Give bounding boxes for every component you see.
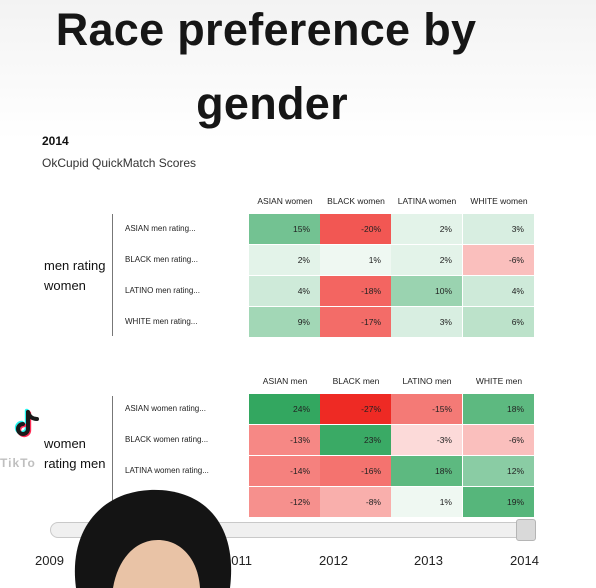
heatmap-cell: -16% xyxy=(320,456,391,486)
headline-line-1: Race preference by xyxy=(55,4,477,55)
chart-subtitle: OkCupid QuickMatch Scores xyxy=(42,156,197,170)
heatmap-cell: 2% xyxy=(391,214,462,244)
heatmap-cell: -12% xyxy=(249,487,320,517)
presenter-head-icon xyxy=(74,489,232,588)
tiktok-logo-icon xyxy=(14,408,39,438)
slider-year-2012[interactable]: 2012 xyxy=(319,553,348,568)
slider-year-2009[interactable]: 2009 xyxy=(35,553,64,568)
heatmap-cell: 3% xyxy=(463,214,534,244)
heatmap-cell: -6% xyxy=(463,425,534,455)
column-header: WHITE women xyxy=(470,196,528,206)
heatmap-cell: -27% xyxy=(320,394,391,424)
heatmap-cell: 3% xyxy=(391,307,462,337)
row-label: ASIAN men rating... xyxy=(125,224,196,233)
group-label: women xyxy=(44,436,86,451)
heatmap-cell: 2% xyxy=(249,245,320,275)
heatmap-cell: 10% xyxy=(391,276,462,306)
heatmap-cell: 24% xyxy=(249,394,320,424)
group-label: rating men xyxy=(44,456,106,471)
row-bracket xyxy=(112,396,113,518)
heatmap-cell: 18% xyxy=(463,394,534,424)
heatmap-cell: 9% xyxy=(249,307,320,337)
heatmap-cell: 4% xyxy=(249,276,320,306)
row-label: BLACK men rating... xyxy=(125,255,198,264)
year-slider-thumb[interactable] xyxy=(516,519,536,541)
column-header: LATINO men xyxy=(402,376,452,386)
heatmap-cell: 19% xyxy=(463,487,534,517)
heatmap-cell: 1% xyxy=(391,487,462,517)
group-label: men rating xyxy=(44,258,106,273)
column-header: WHITE men xyxy=(475,376,523,386)
row-label: BLACK women rating... xyxy=(125,435,209,444)
heatmap-cell: 6% xyxy=(463,307,534,337)
heatmap-cell: 18% xyxy=(391,456,462,486)
heatmap-cell: -18% xyxy=(320,276,391,306)
year-label: 2014 xyxy=(42,134,69,148)
row-label: LATINA women rating... xyxy=(125,466,209,475)
heatmap-cell: -13% xyxy=(249,425,320,455)
tiktok-watermark-text: TikTo xyxy=(0,456,36,470)
row-label: LATINO men rating... xyxy=(125,286,200,295)
column-header: BLACK women xyxy=(327,196,385,206)
heatmap-cell: -8% xyxy=(320,487,391,517)
heatmap-cell: 4% xyxy=(463,276,534,306)
column-header: BLACK men xyxy=(332,376,380,386)
heatmap-cell: -3% xyxy=(391,425,462,455)
group-label: women xyxy=(44,278,86,293)
heatmap-cell: 15% xyxy=(249,214,320,244)
heatmap-cell: 1% xyxy=(320,245,391,275)
row-bracket xyxy=(112,214,113,336)
heatmap-cell: 2% xyxy=(391,245,462,275)
column-header: ASIAN men xyxy=(262,376,308,386)
heatmap-cell: -17% xyxy=(320,307,391,337)
heatmap-cell: -6% xyxy=(463,245,534,275)
background-fade xyxy=(0,0,596,140)
heatmap-cell: 12% xyxy=(463,456,534,486)
column-header: ASIAN women xyxy=(257,196,313,206)
headline-line-2: gender xyxy=(196,78,348,129)
row-label: WHITE men rating... xyxy=(125,317,198,326)
slider-year-2014[interactable]: 2014 xyxy=(510,553,539,568)
heatmap-cell: -15% xyxy=(391,394,462,424)
slider-year-2013[interactable]: 2013 xyxy=(414,553,443,568)
heatmap-cell: -14% xyxy=(249,456,320,486)
column-header: LATINA women xyxy=(397,196,457,206)
heatmap-cell: 23% xyxy=(320,425,391,455)
row-label: ASIAN women rating... xyxy=(125,404,206,413)
heatmap-cell: -20% xyxy=(320,214,391,244)
